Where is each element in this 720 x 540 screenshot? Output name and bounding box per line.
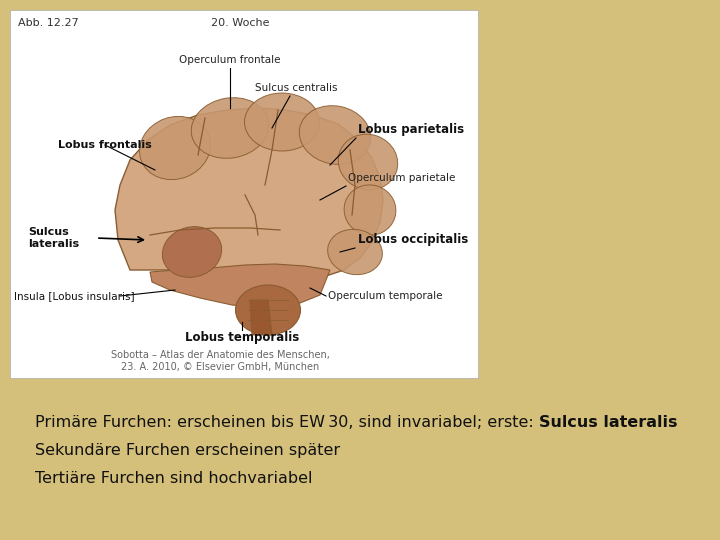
Text: Sulcus
lateralis: Sulcus lateralis bbox=[28, 227, 79, 249]
Ellipse shape bbox=[245, 93, 320, 151]
Text: Tertiäre Furchen sind hochvariabel: Tertiäre Furchen sind hochvariabel bbox=[35, 471, 312, 486]
Polygon shape bbox=[150, 264, 330, 308]
Ellipse shape bbox=[162, 227, 222, 278]
Ellipse shape bbox=[328, 230, 382, 275]
Ellipse shape bbox=[192, 98, 269, 158]
Text: Sulcus centralis: Sulcus centralis bbox=[255, 83, 337, 93]
Text: Operculum temporale: Operculum temporale bbox=[328, 291, 443, 301]
Polygon shape bbox=[250, 300, 272, 335]
Text: Sekundäre Furchen erscheinen später: Sekundäre Furchen erscheinen später bbox=[35, 443, 340, 458]
Text: Lobus temporalis: Lobus temporalis bbox=[185, 332, 299, 345]
Polygon shape bbox=[115, 108, 383, 280]
Ellipse shape bbox=[344, 185, 396, 235]
Text: Operculum parietale: Operculum parietale bbox=[348, 173, 455, 183]
Ellipse shape bbox=[140, 117, 210, 180]
Ellipse shape bbox=[338, 134, 397, 190]
Text: Insula [Lobus insularis]: Insula [Lobus insularis] bbox=[14, 291, 135, 301]
Text: Lobus parietalis: Lobus parietalis bbox=[358, 124, 464, 137]
Text: 20. Woche: 20. Woche bbox=[211, 18, 269, 28]
Text: Primäre Furchen: erscheinen bis EW 30, sind invariabel; erste:: Primäre Furchen: erscheinen bis EW 30, s… bbox=[35, 415, 539, 430]
Text: Sobotta – Atlas der Anatomie des Menschen,: Sobotta – Atlas der Anatomie des Mensche… bbox=[111, 350, 330, 360]
Text: Lobus occipitalis: Lobus occipitalis bbox=[358, 233, 468, 246]
Text: 23. A. 2010, © Elsevier GmbH, München: 23. A. 2010, © Elsevier GmbH, München bbox=[121, 362, 319, 372]
Text: Lobus frontalis: Lobus frontalis bbox=[58, 140, 152, 150]
Text: Sulcus lateralis: Sulcus lateralis bbox=[539, 415, 678, 430]
Text: Abb. 12.27: Abb. 12.27 bbox=[18, 18, 78, 28]
Text: Operculum frontale: Operculum frontale bbox=[179, 55, 281, 65]
Ellipse shape bbox=[300, 106, 371, 164]
Ellipse shape bbox=[235, 285, 300, 335]
Bar bbox=[10, 10, 478, 378]
